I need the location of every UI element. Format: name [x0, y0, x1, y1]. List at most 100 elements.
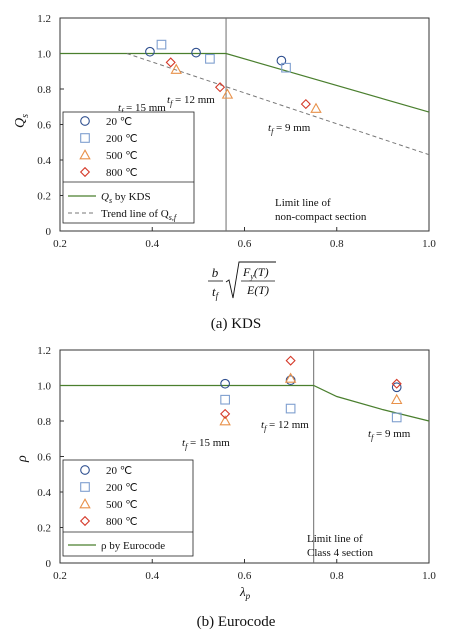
legend-kds-main: Q [101, 191, 109, 203]
y-tick-label: 0 [46, 226, 52, 238]
data-point-800c [391, 378, 402, 389]
chart-kds: 0.2 0.4 0.6 0.8 1.000.20.40.60.81.01.2 Qs b … [13, 13, 436, 332]
legend-marker-500c [79, 498, 91, 509]
xlabel-b: b [212, 265, 219, 280]
legend-item-20: 20 ℃ [106, 465, 132, 477]
y-tick-label: 0.4 [37, 487, 51, 499]
annotation-tf15-eurocode: tf = 15 mm [182, 437, 230, 451]
xlabel-fy-main: F [242, 265, 251, 279]
xlabel-fy-sub: y [249, 272, 254, 281]
y-tick-label: 0.8 [37, 416, 51, 428]
legend-kds-sub: s [109, 196, 112, 205]
ann-text: = 12 mm [266, 419, 309, 431]
axis-ticks-kds: 0.2 0.4 0.6 0.8 1.000.20.40.60.81.01.2 [37, 13, 436, 250]
y-axis-label-main: Q [13, 118, 28, 128]
data-point-200c [285, 403, 296, 414]
legend-label-kds: Qs by KDS [101, 191, 151, 205]
x-tick-label: 1.0 [422, 238, 436, 250]
ann-text: = 15 mm [123, 102, 166, 114]
ann-sub: f [185, 442, 189, 451]
ann-main: t [261, 419, 265, 431]
data-point-200c [205, 53, 215, 64]
y-tick-label: 1.2 [37, 13, 51, 25]
data-point-200c [281, 62, 291, 73]
data-point-800c [214, 82, 226, 93]
ann-text: = 12 mm [172, 94, 215, 106]
ann-main: t [182, 437, 186, 449]
data-point-500c [284, 372, 297, 383]
annotation-tf9-eurocode: tf = 9 mm [368, 428, 411, 442]
data-point-20c [285, 375, 296, 386]
y-tick-label: 0.6 [37, 120, 51, 132]
xlabel-tf-main: t [212, 284, 216, 299]
ann-sub: f [121, 107, 125, 116]
chart-eurocode: 0.2 0.4 0.6 0.8 1.000.20.40.60.81.01.2 ρ λp … [15, 345, 436, 630]
xlabel-eurocode-sub: p [245, 591, 251, 601]
limit-label-eurocode-2: Class 4 section [307, 547, 373, 559]
y-axis-label-sub: s [20, 114, 31, 118]
legend-item-200: 200 ℃ [106, 133, 138, 145]
data-point-200c [156, 39, 167, 50]
legend-item-20: 20 ℃ [106, 116, 132, 128]
legend-label-trend: Trend line of Qs,f [101, 208, 178, 222]
legend-label-eurocode: ρ by Eurocode [101, 540, 165, 552]
ann-text: = 9 mm [373, 428, 411, 440]
data-point-20c [220, 378, 230, 389]
limit-label-eurocode-1: Limit line of [307, 533, 363, 545]
data-point-800c [220, 408, 231, 419]
legend-kds-text: by KDS [112, 191, 151, 203]
data-point-500c [219, 415, 231, 426]
legend-markers-eurocode [79, 465, 91, 527]
xlabel-fy-arg: (T) [254, 265, 269, 279]
legend-item-800: 800 ℃ [106, 167, 138, 179]
x-tick-label: 0.6 [238, 238, 252, 250]
x-tick-label: 0.6 [238, 570, 252, 582]
limit-label-kds-1: Limit line of [275, 197, 331, 209]
y-tick-label: 0.4 [37, 155, 51, 167]
limit-label-kds-2: non-compact section [275, 211, 367, 223]
ann-sub: f [264, 424, 268, 433]
legend-eurocode: 20 ℃ 200 ℃ 500 ℃ 800 ℃ ρ by Eurocode [62, 459, 194, 557]
legend-marker-200c [80, 133, 90, 143]
data-point-800c [165, 57, 176, 68]
xlabel-et: E(T) [246, 283, 269, 297]
xlabel-tf: tf [212, 284, 220, 301]
data-point-200c [220, 394, 230, 405]
y-tick-label: 1.0 [37, 49, 51, 61]
x-axis-label-kds: b tf Fy(T) E(T) [208, 261, 276, 301]
y-tick-label: 0.2 [37, 191, 51, 203]
data-point-800c [300, 99, 311, 110]
legend-markers-kds [79, 116, 91, 178]
legend-item-500: 500 ℃ [106, 150, 138, 162]
x-tick-label: 0.4 [145, 570, 159, 582]
data-point-20c [391, 382, 402, 393]
legend-marker-200c [80, 482, 90, 492]
annotation-tf12-eurocode: tf = 12 mm [261, 419, 309, 433]
ann-main: t [268, 122, 272, 134]
ann-text: = 15 mm [187, 437, 230, 449]
y-axis-label-eurocode: ρ [15, 455, 30, 463]
ann-sub: f [271, 127, 275, 136]
y-tick-label: 0.8 [37, 84, 51, 96]
annotation-tf12-kds: tf = 12 mm [167, 94, 215, 108]
legend-item-500: 500 ℃ [106, 499, 138, 511]
xlabel-fy: Fy(T) [242, 265, 269, 281]
xlabel-tf-sub: f [216, 291, 220, 301]
ann-text: = 9 mm [273, 122, 311, 134]
x-tick-label: 1.0 [422, 570, 436, 582]
y-tick-label: 0.6 [37, 452, 51, 464]
xlabel-sqrt-sign [225, 261, 276, 299]
data-point-20c [191, 47, 201, 58]
x-tick-label: 0.4 [145, 238, 159, 250]
ann-main: t [167, 94, 171, 106]
legend-marker-800c [79, 166, 91, 178]
data-point-800c [285, 355, 296, 366]
y-tick-label: 0 [46, 558, 52, 570]
y-tick-label: 1.2 [37, 345, 51, 357]
legend-marker-800c [79, 515, 91, 527]
data-point-500c [221, 88, 234, 99]
y-axis-label-kds: Qs [13, 114, 31, 128]
code-line-kds [60, 52, 430, 113]
annotation-tf9-kds: tf = 9 mm [268, 122, 311, 136]
